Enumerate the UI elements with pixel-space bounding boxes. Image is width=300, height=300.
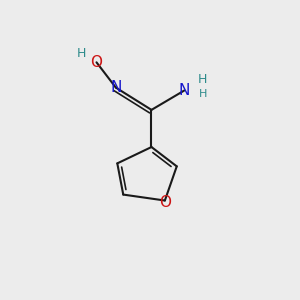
Text: H: H	[199, 88, 208, 98]
Text: O: O	[91, 55, 103, 70]
Text: H: H	[197, 73, 207, 86]
Text: H: H	[76, 47, 86, 60]
Text: O: O	[159, 194, 171, 209]
Text: N: N	[178, 83, 190, 98]
Text: N: N	[110, 80, 122, 95]
